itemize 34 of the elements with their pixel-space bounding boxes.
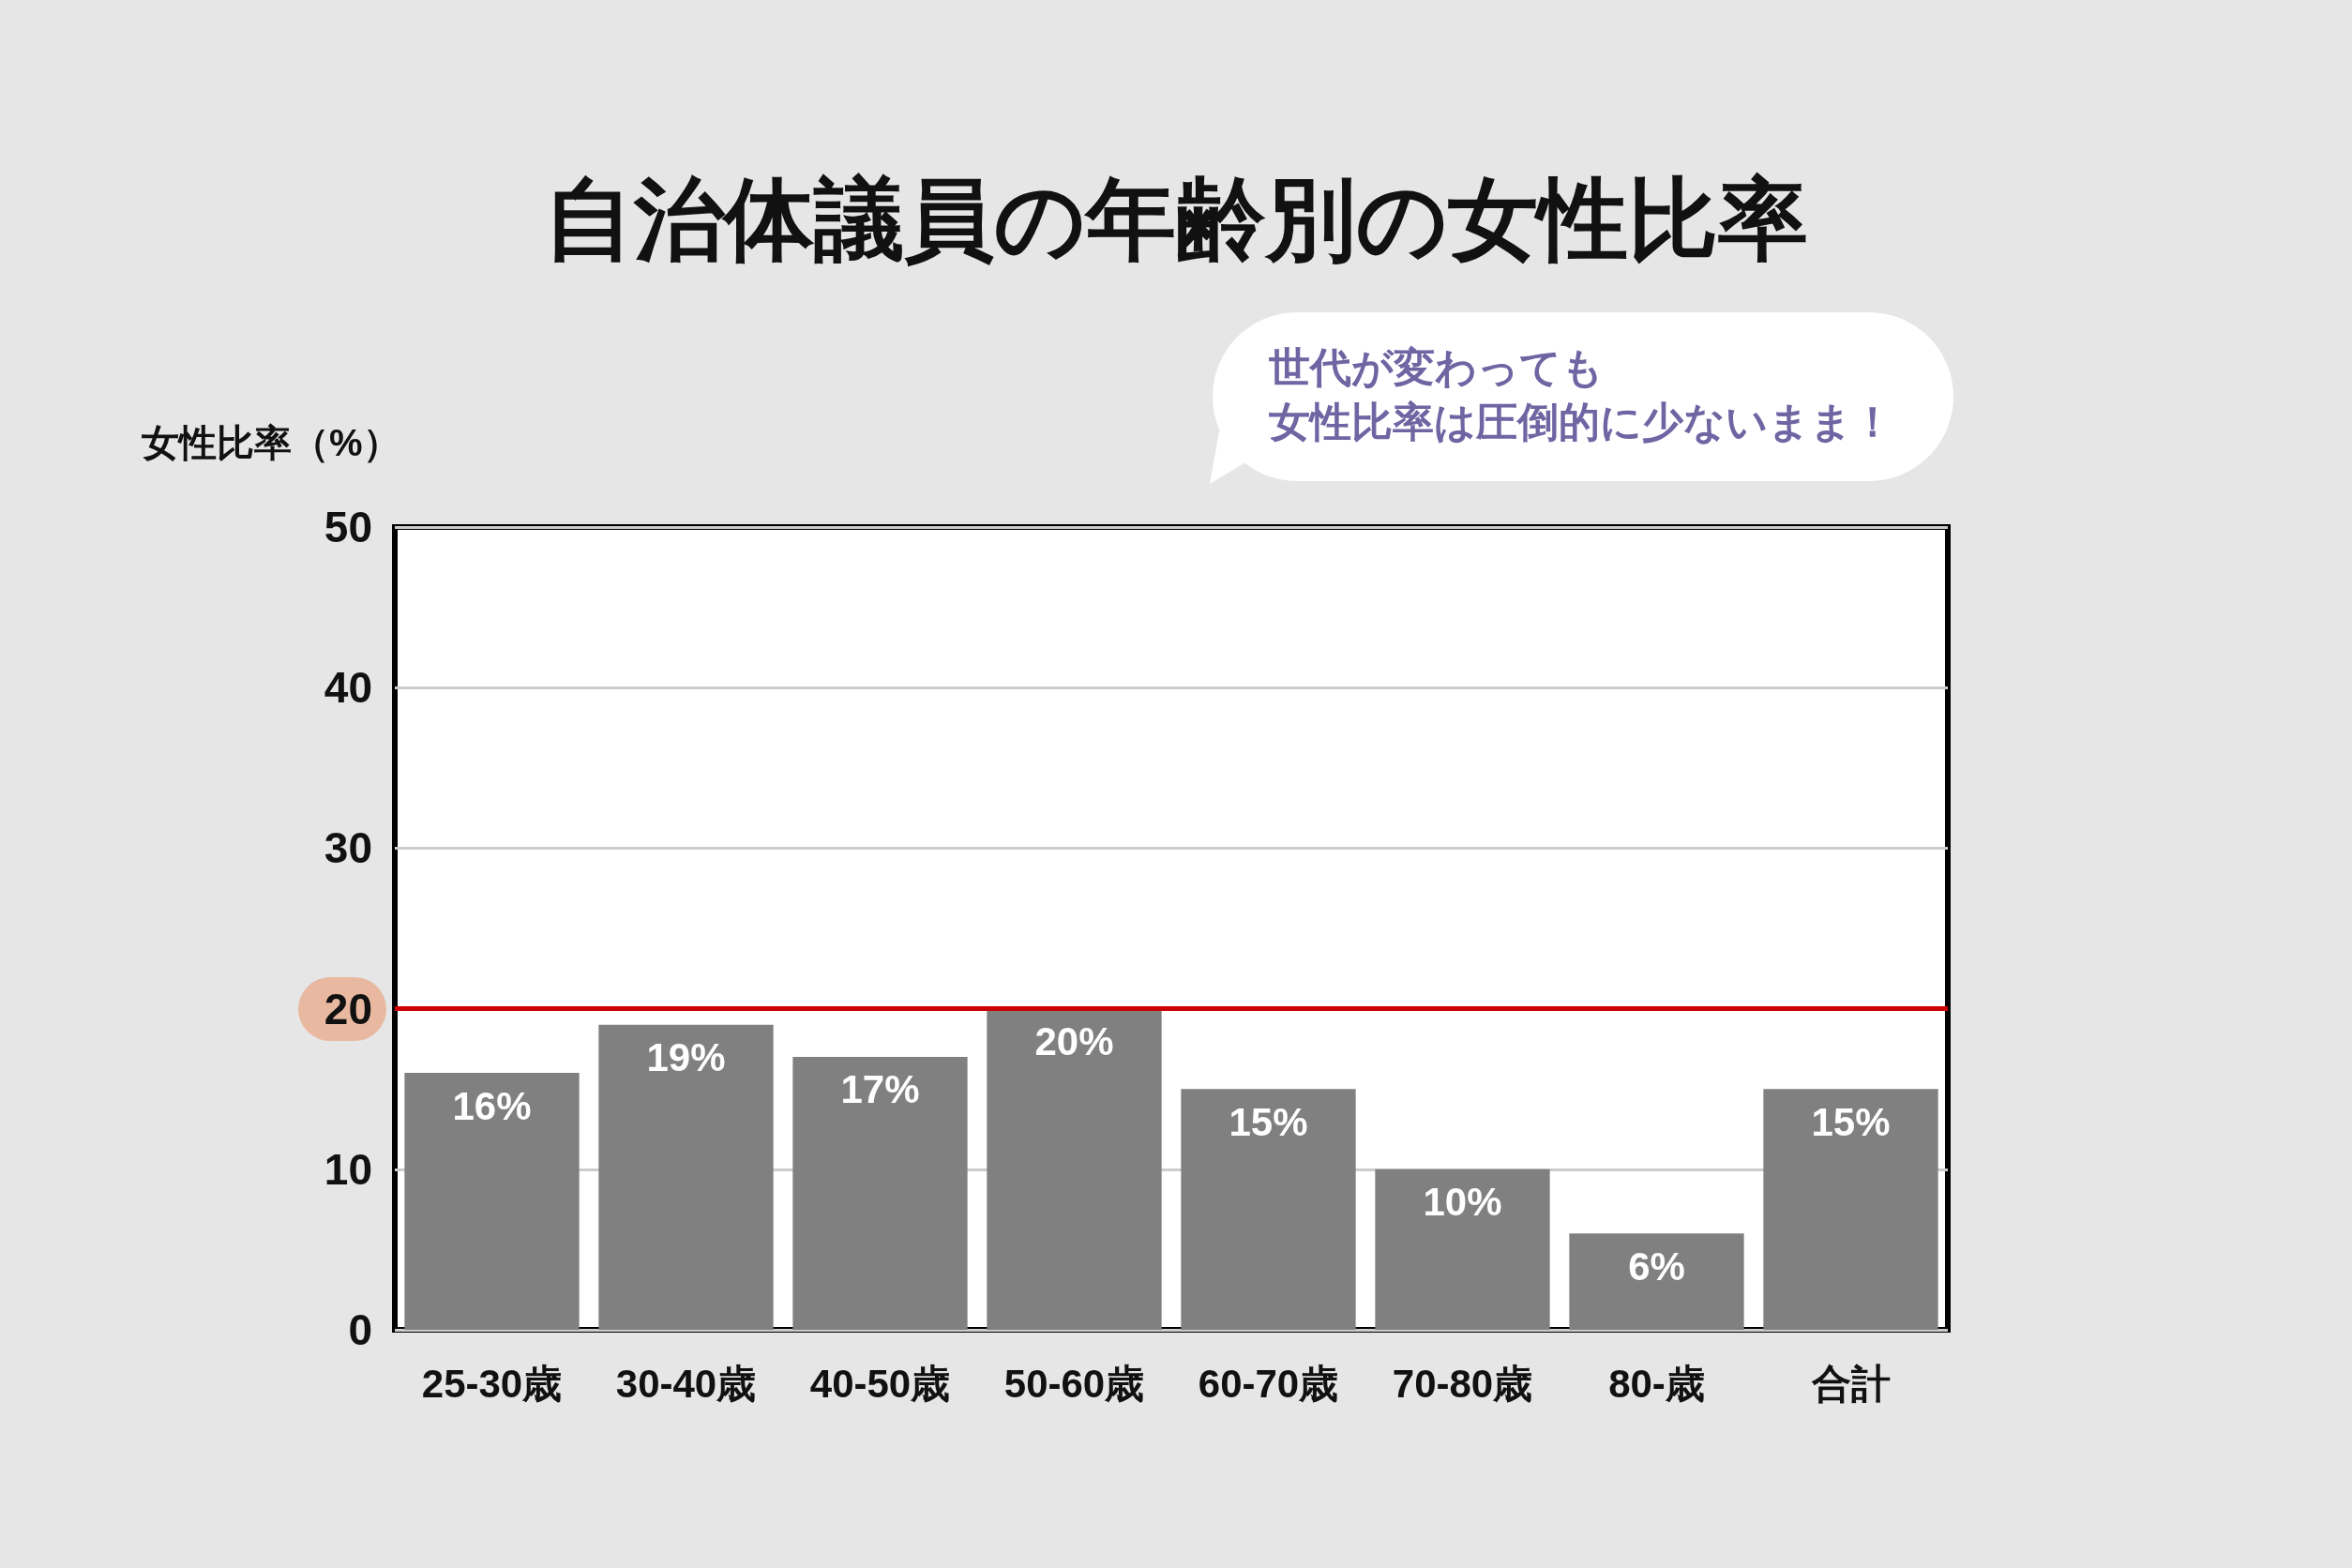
bar: [792, 1056, 968, 1330]
text: 女性比率は圧倒的に少ないまま！: [1269, 398, 1893, 445]
bar: [987, 1008, 1162, 1330]
x-tick-label: 70-80歳: [1392, 1361, 1533, 1406]
x-tick-label: 合計: [1810, 1361, 1891, 1406]
data-label: 20%: [1034, 1019, 1114, 1064]
bar: [598, 1024, 774, 1330]
bar: [404, 1073, 580, 1330]
y-tick-label: 0: [348, 1305, 372, 1354]
bar: [1763, 1089, 1938, 1330]
y-tick-label: 50: [324, 503, 372, 551]
x-tick-label: 40-50歳: [809, 1361, 951, 1406]
data-label: 15%: [1811, 1099, 1891, 1144]
text: 世代が変わっても: [1269, 343, 1604, 391]
x-tick-label: 30-40歳: [615, 1361, 757, 1406]
y-tick-label: 10: [324, 1144, 372, 1194]
bar: [1181, 1089, 1356, 1330]
y-tick-label: 20: [324, 984, 372, 1033]
y-axis-title: 女性比率（%）: [142, 422, 400, 463]
bar: [1569, 1233, 1744, 1330]
data-label: 17%: [840, 1067, 920, 1112]
x-tick-label: 25-30歳: [421, 1361, 563, 1406]
y-tick-label: 30: [324, 823, 372, 873]
data-label: 16%: [452, 1083, 532, 1128]
data-label: 19%: [646, 1035, 726, 1080]
data-label: 10%: [1423, 1180, 1502, 1225]
data-label: 6%: [1628, 1244, 1685, 1289]
x-tick-label: 50-60歳: [1003, 1361, 1145, 1406]
chart-title: 自治体議員の年齢別の女性比率: [544, 168, 1808, 269]
y-tick-label: 40: [324, 663, 372, 713]
bar: [1375, 1168, 1550, 1330]
data-label: 15%: [1229, 1099, 1308, 1144]
x-tick-label: 80-歳: [1608, 1361, 1705, 1406]
x-tick-label: 60-70歳: [1198, 1361, 1339, 1406]
